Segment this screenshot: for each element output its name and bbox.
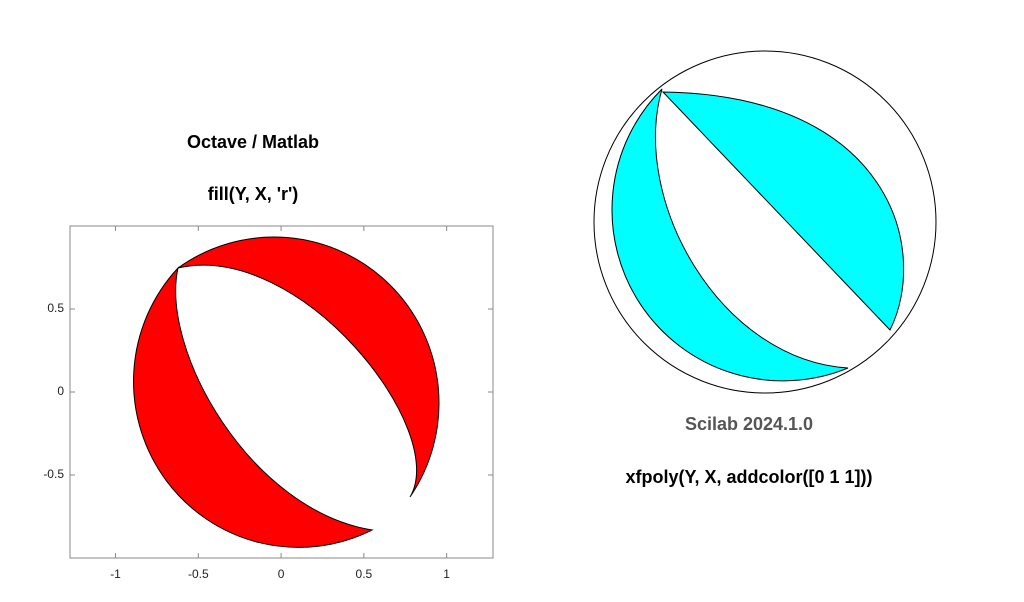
cyan-fill	[611, 88, 849, 382]
left-subtitle: fill(Y, X, 'r')	[208, 184, 299, 204]
x-tick-label: 0.5	[356, 567, 373, 581]
x-tick-label: 1	[443, 567, 450, 581]
y-tick-label: 0	[57, 384, 64, 398]
y-tick-label: 0.5	[47, 301, 64, 315]
x-tick-label: -0.5	[188, 567, 209, 581]
right-title: Scilab 2024.1.0	[685, 414, 813, 434]
x-tick-label: 0	[278, 567, 285, 581]
right-subtitle: xfpoly(Y, X, addcolor([0 1 1]))	[625, 467, 872, 487]
left-title: Octave / Matlab	[187, 132, 319, 152]
cyan-fill	[661, 91, 905, 331]
y-tick-label: -0.5	[43, 467, 64, 481]
red-fill	[177, 236, 440, 498]
red-fill	[133, 266, 374, 548]
right-plot	[593, 50, 937, 394]
left-plot: -1 -0.5 0 0.5 1 -0.5 0 0.5	[43, 225, 494, 581]
x-tick-label: -1	[110, 567, 121, 581]
